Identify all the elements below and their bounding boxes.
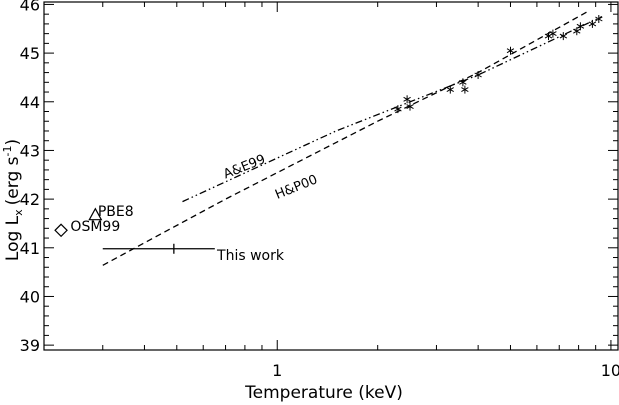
y-tick-label: 40	[20, 287, 40, 306]
cluster-point	[406, 102, 414, 111]
relation-line-h-p00	[102, 11, 588, 266]
y-axis-title-close: )	[3, 139, 23, 146]
y-tick-label: 46	[20, 0, 40, 14]
cluster-point	[559, 32, 568, 41]
cluster-point	[461, 85, 469, 94]
cluster-point	[595, 15, 603, 23]
annotation-pbe8: PBE8	[98, 204, 134, 220]
y-axis-title-sup: -1	[1, 146, 14, 157]
cluster-point	[394, 105, 402, 114]
y-tick-label: 43	[20, 141, 40, 160]
triangle-point-pbe8	[88, 207, 103, 221]
cluster-point	[544, 32, 553, 41]
y-axis-title: Log Lx (erg s-1)	[1, 139, 25, 261]
cluster-point	[573, 27, 581, 36]
cluster-points	[54, 15, 603, 254]
y-tick-label: 42	[20, 190, 40, 209]
relation-line-a-e99	[182, 16, 603, 203]
cluster-point	[506, 46, 515, 55]
plot-frame	[43, 1, 619, 351]
diamond-point-osm99	[54, 223, 68, 238]
y-axis-title-unit: (erg s	[3, 156, 23, 205]
y-tick-label: 45	[20, 44, 40, 63]
x-axis-title: Temperature (keV)	[244, 383, 403, 403]
y-tick-label: 39	[20, 336, 40, 355]
x-tick-label: 1	[272, 361, 282, 380]
y-tick-label: 41	[20, 239, 40, 258]
y-axis-title-main: Log L	[3, 215, 23, 261]
cluster-point	[459, 78, 467, 87]
annotation-a-e99: A&E99	[221, 152, 267, 182]
x-tick-label: 10	[601, 361, 619, 380]
cluster-point	[474, 71, 482, 79]
cluster-point	[576, 22, 585, 31]
annotation-this-work: This work	[216, 248, 285, 264]
y-tick-label: 44	[20, 93, 40, 112]
cluster-point	[588, 19, 597, 28]
relation-lines	[102, 11, 603, 266]
axis-ticks: 1 10 39 40 41 42 43 44 45 46	[20, 0, 619, 380]
y-axis-title-sub: x	[12, 209, 25, 216]
annotation-h-p00: H&P00	[273, 172, 320, 203]
cluster-point	[549, 29, 557, 38]
cluster-point	[403, 95, 411, 104]
annotation-osm99: OSM99	[70, 219, 120, 235]
cluster-point	[446, 85, 454, 94]
plot-border	[43, 1, 619, 351]
